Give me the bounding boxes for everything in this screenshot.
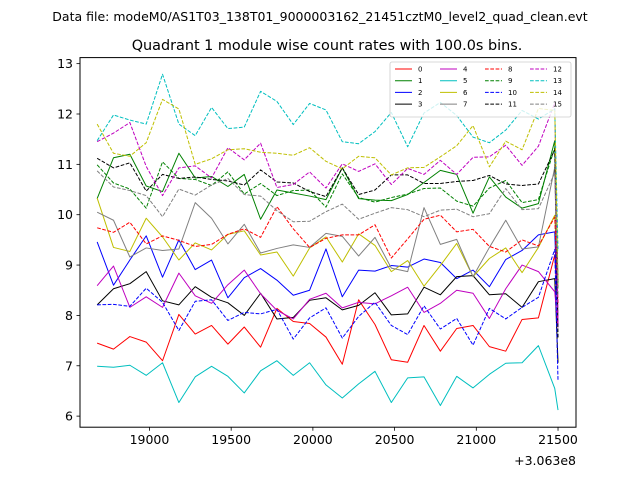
x-tick-label: 20500 bbox=[375, 432, 415, 447]
y-tick-label: 11 bbox=[57, 157, 73, 172]
legend-label-3: 3 bbox=[418, 101, 422, 109]
legend-label-6: 6 bbox=[463, 89, 468, 97]
plot-border bbox=[79, 57, 577, 428]
series-line-2 bbox=[96, 231, 559, 328]
series-line-9 bbox=[96, 147, 559, 285]
chart-title: Quadrant 1 module wise count rates with … bbox=[132, 38, 523, 54]
series-line-3 bbox=[96, 271, 559, 363]
series-line-0 bbox=[96, 254, 559, 365]
legend-label-7: 7 bbox=[463, 101, 467, 109]
y-tick-label: 13 bbox=[57, 56, 73, 71]
plot-frame bbox=[80, 57, 576, 428]
legend-label-15: 15 bbox=[553, 101, 562, 109]
series-line-10 bbox=[97, 248, 559, 381]
legend-label-11: 11 bbox=[508, 101, 517, 109]
x-tick-label: 21000 bbox=[456, 432, 496, 447]
series-line-6 bbox=[96, 197, 559, 287]
y-tick-label: 9 bbox=[65, 258, 73, 273]
plot-area: 19000 19500 20000 20500 21000 215006789101112… bbox=[57, 56, 578, 447]
legend-label-14: 14 bbox=[553, 89, 562, 97]
series-line-4 bbox=[96, 264, 559, 328]
data-file-caption: Data file: modeM0/AS1T03_138T01_90000031… bbox=[52, 9, 587, 24]
x-offset-label: +3.063e8 bbox=[514, 453, 576, 468]
legend-label-1: 1 bbox=[418, 77, 422, 85]
series-line-1 bbox=[96, 140, 559, 288]
series-line-12 bbox=[96, 102, 559, 324]
legend-label-10: 10 bbox=[508, 89, 517, 97]
legend-label-13: 13 bbox=[553, 77, 562, 85]
y-tick-label: 10 bbox=[57, 207, 73, 222]
series-line-5 bbox=[97, 345, 559, 411]
legend-label-8: 8 bbox=[508, 66, 512, 74]
x-tick-label: 19500 bbox=[211, 432, 251, 447]
x-tick-label: 19000 bbox=[130, 432, 170, 447]
legend-label-12: 12 bbox=[553, 66, 562, 74]
x-tick-label: 21500 bbox=[538, 432, 578, 447]
series-layer bbox=[96, 73, 559, 411]
legend-label-4: 4 bbox=[463, 66, 468, 74]
y-tick-label: 8 bbox=[65, 308, 73, 323]
series-line-14 bbox=[96, 98, 559, 281]
y-tick-label: 7 bbox=[65, 358, 73, 373]
series-line-15 bbox=[96, 170, 559, 296]
series-line-8 bbox=[97, 206, 559, 304]
legend-label-5: 5 bbox=[463, 77, 467, 85]
y-tick-label: 6 bbox=[65, 409, 73, 424]
series-line-11 bbox=[96, 149, 559, 338]
axes-layer: 19000 19500 20000 20500 21000 215006789101112… bbox=[57, 56, 578, 447]
legend-label-9: 9 bbox=[508, 77, 512, 85]
legend-label-2: 2 bbox=[418, 89, 422, 97]
series-line-13 bbox=[96, 73, 559, 251]
legend-box bbox=[389, 61, 572, 118]
legend-label-0: 0 bbox=[418, 66, 422, 74]
series-line-7 bbox=[96, 166, 559, 315]
x-tick-label: 20000 bbox=[293, 432, 333, 447]
y-tick-label: 12 bbox=[57, 106, 73, 121]
